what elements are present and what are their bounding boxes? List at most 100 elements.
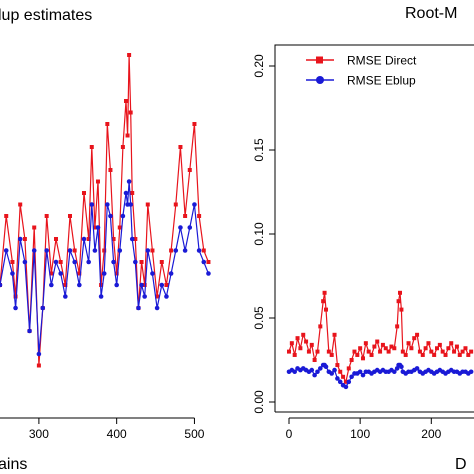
right-point-square — [358, 346, 363, 351]
right-point-square — [415, 332, 420, 337]
right-point-square — [399, 307, 404, 312]
left-point-circle — [77, 282, 82, 288]
right-chart-title: Root-M — [405, 5, 457, 22]
right-point-square — [349, 358, 354, 362]
right-point-square — [295, 336, 300, 341]
right-y-tick-label: 0.15 — [252, 138, 266, 162]
right-point-square — [326, 349, 331, 354]
right-point-circle — [392, 369, 397, 375]
right-point-square — [289, 341, 294, 346]
left-point-circle — [117, 248, 123, 253]
left-x-tick-label: 300 — [29, 427, 49, 441]
right-point-square — [395, 324, 400, 329]
right-point-square — [437, 342, 442, 347]
left-series-line-1 — [0, 181, 209, 355]
left-point-square — [63, 283, 68, 287]
left-point-square — [142, 283, 147, 287]
right-point-square — [352, 349, 357, 354]
right-point-square — [443, 352, 448, 357]
left-point-circle — [49, 282, 54, 288]
right-point-square — [304, 339, 309, 344]
right-point-circle — [337, 379, 343, 385]
right-point-square — [324, 307, 328, 312]
left-point-square — [82, 191, 86, 195]
right-point-square — [366, 349, 371, 354]
left-point-circle — [178, 225, 183, 230]
left-point-square — [13, 294, 18, 299]
right-point-circle — [343, 384, 349, 390]
right-point-circle — [309, 367, 315, 373]
left-point-square — [178, 145, 183, 149]
left-point-circle — [187, 225, 193, 230]
left-point-square — [187, 168, 192, 172]
right-point-square — [338, 369, 343, 374]
right-point-square — [429, 349, 434, 354]
right-point-square — [332, 332, 337, 337]
left-point-square — [139, 260, 144, 264]
right-point-square — [318, 324, 323, 329]
left-point-square — [125, 133, 130, 138]
right-point-circle — [360, 372, 366, 378]
right-point-square — [466, 352, 471, 357]
right-series-line-0 — [288, 292, 472, 384]
left-point-square — [201, 248, 206, 253]
right-point-square — [432, 352, 437, 357]
left-point-circle — [126, 179, 132, 184]
left-point-circle — [108, 213, 113, 219]
right-point-square — [392, 346, 397, 351]
right-point-circle — [312, 372, 317, 378]
left-point-square — [145, 202, 150, 207]
legend-label-1: RMSE Eblup — [347, 74, 416, 88]
left-chart-panel: lup estimates 300 400 500 ains — [0, 7, 211, 473]
left-point-square — [173, 202, 178, 207]
left-point-square — [183, 214, 188, 218]
left-point-square — [44, 214, 49, 218]
left-point-square — [133, 237, 138, 241]
right-point-square — [375, 339, 380, 344]
right-point-square — [452, 349, 457, 354]
right-point-square — [412, 336, 417, 341]
right-point-square — [380, 342, 385, 347]
left-point-square — [159, 260, 164, 264]
right-point-square — [423, 346, 428, 351]
left-point-circle — [182, 248, 188, 253]
left-point-square — [102, 248, 107, 253]
left-point-circle — [40, 305, 46, 311]
left-point-square — [4, 214, 9, 218]
right-x-tick-label: 200 — [421, 427, 441, 441]
right-point-circle — [414, 366, 420, 371]
right-point-square — [386, 349, 391, 354]
right-point-circle — [346, 379, 352, 385]
right-y-tick-label: 0.10 — [252, 222, 266, 246]
right-chart-panel: Root-M 0.00 0.05 0.10 0.15 0.20 0 100 200 RMSE … — [252, 5, 474, 473]
left-point-circle — [133, 259, 138, 265]
right-legend: RMSE Direct RMSE Eblup — [306, 54, 417, 88]
right-y-tick-label: 0.00 — [252, 390, 266, 414]
right-point-square — [457, 352, 462, 357]
left-point-square — [206, 260, 211, 264]
left-point-square — [108, 168, 113, 172]
left-point-circle — [105, 202, 110, 207]
legend-marker-circle — [316, 76, 324, 84]
legend-marker-square — [316, 56, 323, 64]
left-point-circle — [13, 305, 18, 311]
right-point-square — [301, 332, 306, 337]
left-point-square — [155, 294, 160, 299]
left-point-square — [92, 225, 97, 230]
right-point-square — [287, 349, 291, 354]
right-point-square — [309, 342, 314, 347]
right-point-circle — [329, 371, 334, 376]
left-point-circle — [0, 282, 3, 288]
right-point-square — [435, 346, 439, 351]
right-point-square — [341, 374, 346, 379]
left-point-square — [49, 271, 54, 276]
right-point-square — [346, 366, 351, 371]
left-point-square — [130, 191, 135, 195]
left-point-circle — [145, 248, 151, 253]
left-point-circle — [101, 271, 107, 276]
left-point-circle — [129, 236, 135, 242]
right-point-square — [420, 352, 425, 357]
left-point-circle — [86, 259, 91, 265]
right-point-square — [322, 290, 327, 295]
right-point-square — [343, 379, 348, 384]
